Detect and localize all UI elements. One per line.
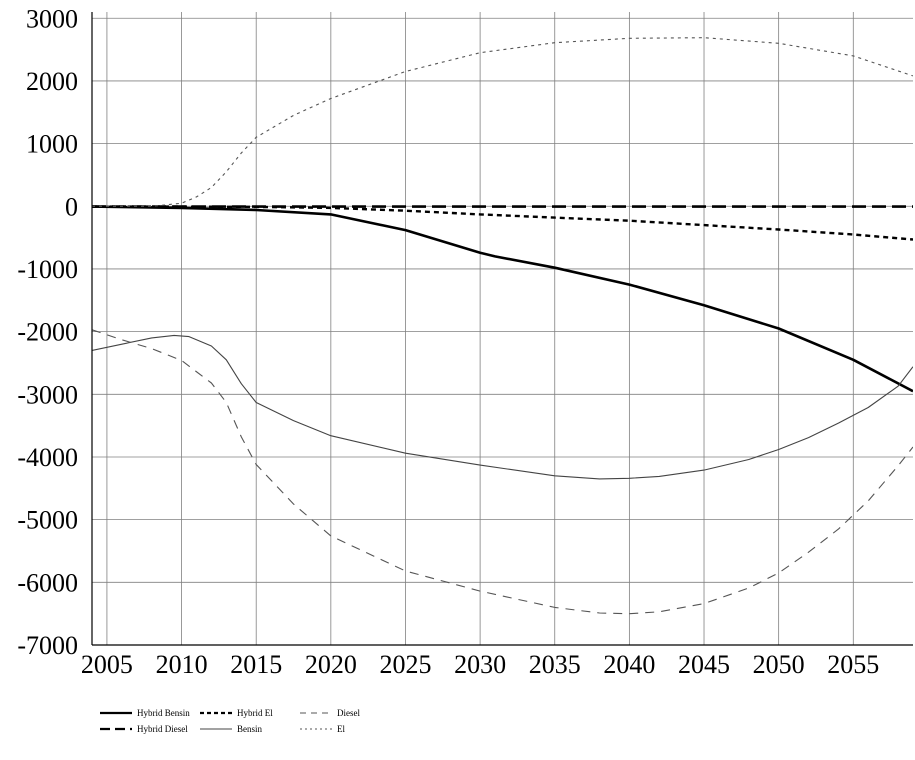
x-tick-label: 2020 xyxy=(305,650,357,679)
series-line xyxy=(92,334,913,480)
y-tick-label: -6000 xyxy=(17,568,78,597)
series-line xyxy=(92,205,913,393)
legend-label: Bensin xyxy=(237,724,263,734)
x-tick-label: 2010 xyxy=(156,650,208,679)
x-tick-label: 2035 xyxy=(529,650,581,679)
x-tick-label: 2030 xyxy=(454,650,506,679)
x-tick-label: 2055 xyxy=(827,650,879,679)
legend-label: El xyxy=(337,724,345,734)
grid-lines xyxy=(92,12,913,646)
y-tick-label: -5000 xyxy=(17,506,78,535)
x-tick-label: 2040 xyxy=(603,650,655,679)
axes xyxy=(91,12,913,646)
legend-label: Hybrid El xyxy=(237,708,273,718)
x-tick-label: 2045 xyxy=(678,650,730,679)
x-tick-label: 2025 xyxy=(379,650,431,679)
y-tick-labels: 3000 2000 1000 0 -1000 -2000 -3000 -4000 -5000 -6… xyxy=(17,4,78,660)
y-tick-label: -2000 xyxy=(17,318,78,347)
series-lines xyxy=(92,37,913,615)
legend-label: Diesel xyxy=(337,708,360,718)
series-line xyxy=(92,205,913,241)
x-tick-labels: 2005 2010 2015 2020 2025 2030 2035 2040 2045 2050… xyxy=(81,650,879,679)
y-tick-label: 3000 xyxy=(26,4,78,33)
y-tick-label: 0 xyxy=(65,192,78,221)
y-tick-label: -4000 xyxy=(17,443,78,472)
legend: Hybrid Bensin Hybrid Diesel Hybrid El Bensi… xyxy=(100,708,360,734)
y-tick-label: 1000 xyxy=(26,130,78,159)
y-tick-label: 2000 xyxy=(26,67,78,96)
x-tick-label: 2005 xyxy=(81,650,133,679)
x-tick-label: 2050 xyxy=(753,650,805,679)
x-tick-label: 2015 xyxy=(230,650,282,679)
series-line xyxy=(92,37,913,207)
y-tick-label: -1000 xyxy=(17,255,78,284)
y-tick-label: -7000 xyxy=(17,631,78,660)
series-line xyxy=(92,329,913,615)
legend-label: Hybrid Bensin xyxy=(137,708,190,718)
legend-label: Hybrid Diesel xyxy=(137,724,188,734)
y-tick-label: -3000 xyxy=(17,380,78,409)
